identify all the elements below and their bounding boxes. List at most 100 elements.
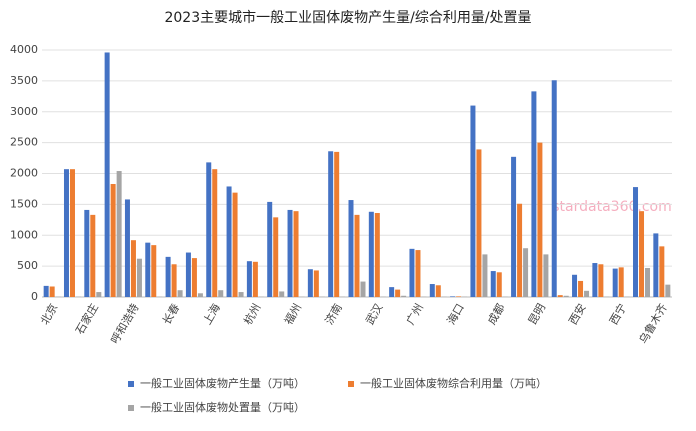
x-tick-label: 海口 bbox=[444, 301, 467, 327]
x-tick-label: 昆明 bbox=[526, 302, 548, 328]
legend-swatch bbox=[128, 381, 134, 387]
y-tick-label: 3500 bbox=[10, 74, 38, 87]
legend-label: 一般工业固体废物产生量（万吨） bbox=[140, 376, 305, 390]
bar bbox=[645, 268, 650, 297]
bar bbox=[172, 264, 177, 297]
legend-swatch bbox=[348, 381, 354, 387]
bar bbox=[328, 151, 333, 297]
bar bbox=[131, 240, 136, 297]
bar bbox=[558, 295, 563, 297]
bar bbox=[105, 52, 110, 297]
bar bbox=[206, 162, 211, 297]
bar bbox=[491, 271, 496, 297]
bar bbox=[84, 210, 89, 297]
x-tick-label: 武汉 bbox=[363, 302, 385, 328]
y-tick-label: 4000 bbox=[10, 43, 38, 56]
bar bbox=[125, 199, 130, 297]
bar bbox=[355, 215, 360, 297]
bar bbox=[564, 296, 569, 297]
bar bbox=[598, 264, 603, 297]
x-tick-label: 呼和浩特 bbox=[108, 301, 142, 346]
bar bbox=[227, 186, 232, 297]
bar bbox=[436, 285, 441, 297]
bar bbox=[537, 143, 542, 297]
y-tick-label: 1500 bbox=[10, 197, 38, 210]
y-tick-label: 1000 bbox=[10, 228, 38, 241]
bar bbox=[192, 258, 197, 297]
bar bbox=[166, 257, 171, 297]
bar bbox=[70, 169, 75, 297]
bar bbox=[369, 212, 374, 297]
bar bbox=[375, 213, 380, 297]
x-tick-label: 济南 bbox=[322, 301, 345, 327]
bar bbox=[476, 149, 481, 297]
bar bbox=[117, 171, 122, 297]
x-tick-label: 西安 bbox=[566, 301, 589, 327]
x-tick-label: 广州 bbox=[404, 302, 426, 328]
x-tick-label: 成都 bbox=[485, 302, 507, 328]
bar bbox=[145, 243, 150, 297]
bar bbox=[639, 211, 644, 297]
legend-swatch bbox=[128, 405, 134, 411]
bar bbox=[273, 217, 278, 297]
bar bbox=[288, 210, 293, 297]
bar bbox=[308, 269, 313, 297]
bar bbox=[212, 169, 217, 297]
bar bbox=[511, 157, 516, 297]
bar bbox=[247, 261, 252, 297]
x-tick-label: 西宁 bbox=[606, 301, 629, 327]
bar bbox=[233, 193, 238, 297]
bar bbox=[198, 293, 203, 297]
bar bbox=[517, 204, 522, 297]
bar bbox=[572, 275, 577, 297]
bar bbox=[613, 269, 618, 297]
bar bbox=[653, 233, 658, 297]
bar bbox=[633, 187, 638, 297]
bar bbox=[314, 270, 319, 297]
bar bbox=[543, 254, 548, 297]
bar bbox=[279, 291, 284, 297]
bar bbox=[334, 152, 339, 297]
bar bbox=[415, 250, 420, 297]
bar bbox=[665, 285, 670, 297]
bar bbox=[523, 248, 528, 297]
bar bbox=[218, 290, 223, 297]
bar bbox=[584, 291, 589, 297]
y-tick-label: 500 bbox=[17, 259, 38, 272]
bar bbox=[151, 245, 156, 297]
bar bbox=[253, 262, 258, 297]
bar bbox=[50, 287, 55, 297]
bar bbox=[186, 253, 191, 297]
bar bbox=[450, 296, 455, 297]
bar bbox=[497, 272, 502, 297]
bar bbox=[659, 246, 664, 297]
bar bbox=[361, 282, 366, 297]
x-tick-label: 乌鲁木齐 bbox=[636, 301, 670, 346]
x-tick-label: 石家庄 bbox=[72, 301, 101, 337]
x-tick-label: 北京 bbox=[37, 301, 60, 327]
bar bbox=[482, 254, 487, 297]
y-tick-label: 2500 bbox=[10, 136, 38, 149]
y-tick-label: 3000 bbox=[10, 105, 38, 118]
x-tick-label: 长春 bbox=[160, 302, 182, 328]
legend-label: 一般工业固体废物处置量（万吨） bbox=[140, 400, 305, 414]
bar bbox=[137, 259, 142, 297]
bar bbox=[90, 215, 95, 297]
bar bbox=[395, 290, 400, 297]
legend-label: 一般工业固体废物综合利用量（万吨） bbox=[360, 376, 547, 390]
bar bbox=[619, 267, 624, 297]
bar bbox=[409, 249, 414, 297]
bar bbox=[96, 292, 101, 297]
bar bbox=[389, 287, 394, 297]
bar bbox=[64, 169, 69, 297]
watermark: stardata360.com bbox=[552, 199, 671, 215]
x-tick-label: 福州 bbox=[281, 301, 304, 327]
bar bbox=[44, 286, 49, 297]
bar bbox=[294, 211, 299, 297]
bar bbox=[552, 80, 557, 297]
bar bbox=[239, 292, 244, 297]
bar bbox=[349, 200, 354, 297]
bar bbox=[401, 296, 406, 297]
x-tick-label: 杭州 bbox=[240, 301, 263, 327]
